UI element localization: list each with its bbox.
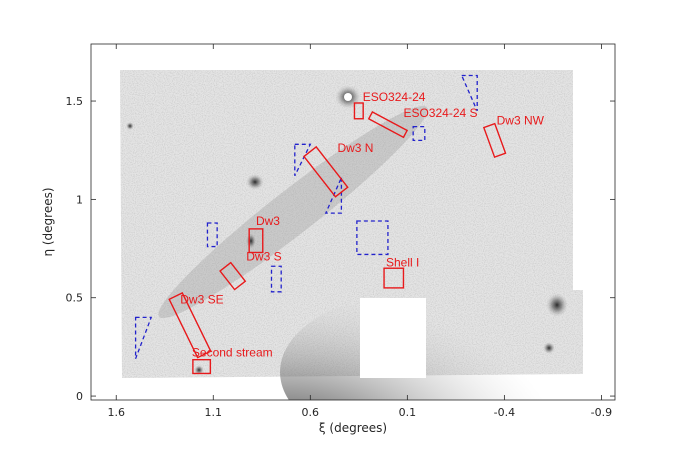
signal-field-label: ESO324-24 — [363, 90, 426, 104]
signal-field-box — [353, 102, 364, 120]
x-tick-label: -0.4 — [494, 406, 515, 419]
control-field-box — [206, 222, 218, 248]
signal-field-box — [367, 111, 409, 139]
control-field-triangle — [460, 74, 478, 112]
signal-field-box — [302, 145, 349, 198]
signal-field-label: Dw3 NW — [497, 114, 545, 128]
y-tick-label: 1 — [76, 193, 83, 206]
control-field-box — [270, 265, 282, 293]
control-fields — [134, 74, 478, 359]
signal-field-box — [248, 228, 264, 254]
control-field-triangle — [294, 143, 312, 177]
control-field-triangle — [134, 316, 153, 359]
x-axis: 1.6 1.1 0.6 0.1 -0.4 -0.9 — [107, 44, 612, 419]
signal-field-label: Dw3 SE — [180, 293, 223, 307]
x-axis-label: ξ (degrees) — [319, 421, 387, 435]
y-axis: 0 0.5 1 1.5 — [66, 95, 615, 403]
y-tick-label: 1.5 — [66, 95, 84, 108]
signal-field-label: ESO324-24 S — [403, 106, 477, 120]
x-tick-label: 0.6 — [302, 406, 320, 419]
y-tick-label: 0.5 — [66, 292, 84, 305]
signal-field-box — [383, 267, 405, 289]
signal-field-label: Dw3 S — [246, 249, 281, 263]
x-tick-label: 1.1 — [205, 406, 223, 419]
control-field-box — [412, 125, 426, 142]
signal-field-label: Shell I — [386, 255, 419, 269]
signal-field-box — [192, 358, 212, 375]
y-axis-label: η (degrees) — [41, 187, 55, 256]
y-tick-label: 0 — [76, 390, 83, 403]
signal-field-box — [482, 122, 507, 159]
signal-field-label: Second stream — [192, 346, 273, 360]
plot-frame — [90, 43, 616, 401]
star-density-image — [120, 70, 583, 400]
x-tick-label: 0.1 — [399, 406, 417, 419]
signal-field-box — [168, 291, 212, 359]
signal-field-label: Dw3 — [256, 214, 280, 228]
signal-field-box — [219, 261, 247, 291]
signal-fields: Dw3 Dw3 S Dw3 SE Second stream Dw3 N ESO324-2… — [168, 90, 545, 375]
x-tick-label: -0.9 — [591, 406, 612, 419]
control-field-box — [356, 220, 389, 256]
signal-field-label: Dw3 N — [337, 141, 373, 155]
x-tick-label: 1.6 — [107, 406, 125, 419]
